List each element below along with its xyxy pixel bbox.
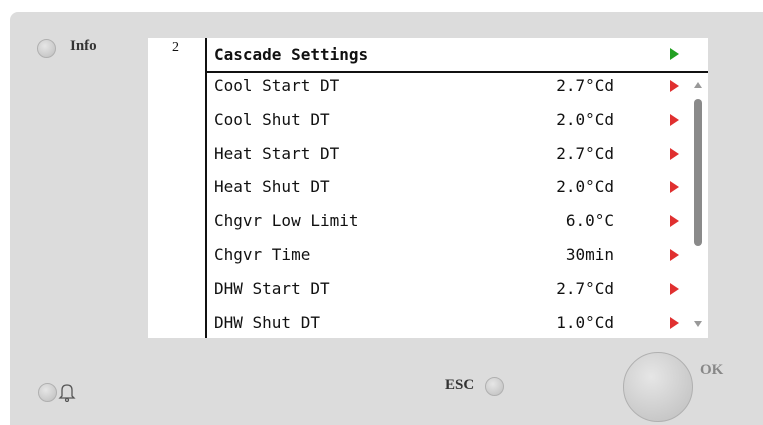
row-value: 2.0°Cd bbox=[556, 177, 614, 197]
title-underline bbox=[205, 71, 708, 73]
row-value: 30min bbox=[565, 245, 614, 264]
display-screen: 2 Cascade Settings Cool Start DT 2.7°Cd Co… bbox=[148, 38, 708, 338]
screen-index: 2 bbox=[172, 40, 179, 55]
row-arrow[interactable] bbox=[670, 282, 679, 295]
row-value: 2.7°Cd bbox=[556, 76, 614, 95]
esc-button[interactable] bbox=[485, 377, 504, 396]
row-label: Heat Start DT bbox=[214, 143, 340, 163]
row-arrow[interactable] bbox=[670, 80, 679, 92]
row-label: DHW Shut DT bbox=[214, 312, 320, 332]
info-label: Info bbox=[70, 38, 97, 54]
title-arrow[interactable] bbox=[670, 48, 679, 60]
row-arrow[interactable] bbox=[670, 113, 679, 126]
row-label: Chgvr Time bbox=[214, 245, 311, 264]
row-value: 2.7°Cd bbox=[556, 278, 614, 298]
scroll-up[interactable] bbox=[694, 82, 702, 88]
row-label: Heat Shut DT bbox=[214, 177, 330, 197]
row-value: 6.0°C bbox=[565, 211, 614, 231]
row-arrow[interactable] bbox=[670, 181, 679, 194]
row-label: DHW Start DT bbox=[214, 278, 330, 298]
screen-title: Cascade Settings bbox=[214, 45, 369, 64]
row-arrow[interactable] bbox=[670, 316, 679, 329]
scroll-down[interactable] bbox=[694, 321, 702, 327]
row-value: 2.0°Cd bbox=[556, 109, 614, 129]
row-label: Cool Shut DT bbox=[214, 109, 330, 129]
alarm-button[interactable] bbox=[38, 383, 57, 402]
scroll-thumb[interactable] bbox=[694, 99, 702, 246]
ok-label: OK bbox=[700, 362, 724, 378]
row-arrow[interactable] bbox=[670, 215, 679, 228]
separator bbox=[205, 38, 207, 338]
row-arrow[interactable] bbox=[670, 249, 679, 261]
row-label: Cool Start DT bbox=[214, 76, 340, 95]
row-arrow[interactable] bbox=[670, 147, 679, 160]
info-button[interactable] bbox=[37, 39, 56, 58]
row-label: Chgvr Low Limit bbox=[214, 211, 359, 231]
ok-button[interactable] bbox=[623, 352, 693, 422]
row-value: 2.7°Cd bbox=[556, 143, 614, 163]
bell-icon bbox=[58, 384, 76, 402]
esc-label: ESC bbox=[445, 377, 475, 393]
row-value: 1.0°Cd bbox=[556, 312, 614, 332]
